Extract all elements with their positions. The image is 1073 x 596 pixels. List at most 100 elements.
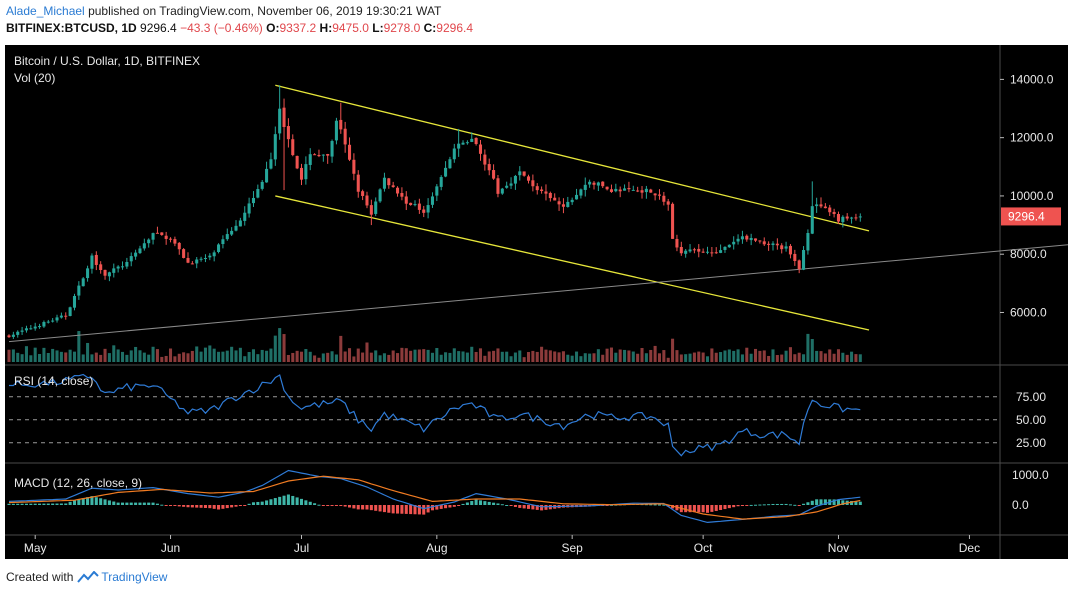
volume-bar <box>618 349 622 362</box>
volume-bar <box>832 353 836 362</box>
volume-bar <box>221 351 225 362</box>
candle-body <box>723 246 727 250</box>
candle-body <box>784 246 788 249</box>
volume-bar <box>361 352 365 362</box>
macd-histogram-bar <box>230 505 234 508</box>
volume-bar <box>422 349 426 362</box>
candle-body <box>208 255 212 258</box>
candle-body <box>850 217 854 219</box>
macd-histogram-bar <box>182 505 186 507</box>
macd-histogram-bar <box>522 505 526 509</box>
volume-bar <box>815 350 819 362</box>
volume-bar <box>396 353 400 362</box>
candle-body <box>771 243 775 246</box>
macd-histogram-bar <box>217 505 221 510</box>
candle-body <box>444 167 448 177</box>
macd-histogram-bar <box>339 505 343 506</box>
candle-body <box>230 230 234 235</box>
volume-bar <box>570 355 574 362</box>
volume-bar <box>496 348 500 362</box>
macd-histogram-bar <box>439 505 443 509</box>
author-link[interactable]: Alade_Michael <box>6 4 85 18</box>
candle-body <box>452 148 456 160</box>
candle-body <box>195 259 199 264</box>
macd-histogram-bar <box>160 504 164 506</box>
price-change: −43.3 (−0.46%) <box>180 21 263 35</box>
volume-bar <box>273 335 277 362</box>
candle-body <box>221 239 225 245</box>
candle-body <box>46 321 50 323</box>
candle-body <box>461 142 465 145</box>
macd-histogram-bar <box>11 503 15 505</box>
candle-body <box>557 201 561 205</box>
volume-bar <box>483 355 487 362</box>
candle-body <box>33 326 37 329</box>
volume-bar <box>55 350 59 362</box>
candle-body <box>802 250 806 270</box>
candle-body <box>535 186 539 191</box>
last-price-tag <box>1001 207 1061 226</box>
volume-bar <box>134 346 138 362</box>
macd-histogram-bar <box>767 504 771 506</box>
chart-canvas[interactable]: 14000.0 12000.0 10000.0 8000.0 6000.0 9296.4 7… <box>5 45 1068 559</box>
volume-bar <box>553 351 557 362</box>
macd-histogram-bar <box>727 505 731 509</box>
last-price: 9296.4 <box>140 21 177 35</box>
candle-body <box>129 256 133 262</box>
tradingview-link[interactable]: TradingView <box>101 570 168 584</box>
macd-histogram-bar <box>299 498 304 505</box>
candle-body <box>190 263 194 265</box>
candle-body <box>29 328 33 330</box>
volume-bar <box>810 339 814 362</box>
macd-histogram-bar <box>788 504 792 506</box>
macd-line <box>8 469 861 524</box>
candle-body <box>457 143 461 149</box>
volume-bar <box>208 345 212 362</box>
volume-bar <box>448 352 452 362</box>
macd-histogram-bar <box>762 504 766 506</box>
macd-histogram-bar <box>513 505 517 507</box>
volume-bar <box>644 353 648 362</box>
macd-histogram-bar <box>129 502 133 505</box>
candle-body <box>841 216 845 223</box>
volume-bar <box>90 354 94 362</box>
candle-body <box>609 189 613 192</box>
candle-body <box>640 190 644 193</box>
candle-body <box>413 204 417 206</box>
macd-histogram-bar <box>94 497 98 505</box>
candle-body <box>636 190 640 192</box>
volume-bar <box>343 351 347 362</box>
footer-credit: Created with TradingView <box>6 570 167 586</box>
volume-bar <box>413 349 417 362</box>
candle-body <box>160 232 164 235</box>
volume-bar <box>160 356 164 362</box>
macd-histogram-bar <box>173 505 177 506</box>
candle-body <box>234 225 238 231</box>
macd-histogram-bar <box>505 505 509 506</box>
candle-body <box>688 249 692 252</box>
time-axis-label: Jun <box>161 541 180 555</box>
candle-body <box>330 141 334 157</box>
volume-bar <box>802 354 806 362</box>
volume-bar <box>238 347 242 362</box>
macd-histogram-bar <box>55 503 59 505</box>
volume-bar <box>59 351 63 362</box>
chart-area[interactable]: 14000.0 12000.0 10000.0 8000.0 6000.0 9296.4 7… <box>5 45 1068 559</box>
volume-bar <box>46 353 50 362</box>
candle-body <box>391 185 395 188</box>
macd-histogram-bar <box>854 501 858 505</box>
macd-histogram-bar <box>203 505 207 508</box>
macd-histogram-bar <box>544 505 548 510</box>
macd-histogram-bar <box>492 502 496 505</box>
macd-histogram-bar <box>474 499 478 505</box>
candle-body <box>570 199 574 203</box>
rsi-axis-label: 50.00 <box>1016 413 1046 427</box>
volume-bar <box>684 354 688 362</box>
macd-histogram-bar <box>810 500 814 505</box>
volume-bar <box>845 354 849 362</box>
candle-body <box>575 194 579 200</box>
macd-histogram-bar <box>496 503 500 505</box>
candle-body <box>409 202 413 206</box>
candle-body <box>828 207 832 213</box>
candle-body <box>788 245 792 255</box>
